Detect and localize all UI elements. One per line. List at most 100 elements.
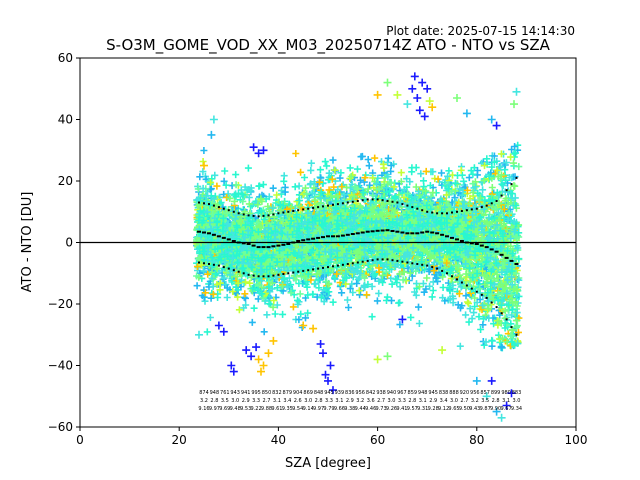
scatter-point: [396, 321, 404, 329]
scatter-point: [387, 162, 395, 169]
scatter-point: [445, 167, 453, 175]
scatter-point: [278, 187, 285, 195]
scatter-point: [269, 184, 277, 192]
scatter-point: [465, 174, 473, 182]
scatter-point: [329, 298, 337, 306]
scatter-point: [366, 181, 374, 189]
scatter-point: [490, 152, 498, 160]
scatter-point: [200, 147, 208, 154]
scatter-point: [304, 194, 312, 202]
scatter-point: [439, 294, 447, 302]
scatter-point: [400, 185, 408, 193]
scatter-point: [365, 162, 373, 170]
scatter-point: [331, 274, 338, 282]
scatter-point: [349, 289, 357, 296]
scatter-point: [375, 289, 383, 297]
scatter-point: [316, 166, 324, 174]
scatter-point: [419, 280, 427, 288]
scatter-point: [304, 309, 312, 317]
scatter-point: [411, 288, 419, 296]
scatter-point: [222, 281, 230, 288]
scatter-point: [428, 293, 436, 301]
scatter-points: [193, 72, 523, 422]
scatter-point: [354, 275, 362, 283]
scatter-point: [368, 283, 376, 290]
scatter-point: [449, 292, 457, 300]
scatter-point: [323, 162, 331, 170]
scatter-point: [393, 279, 401, 287]
scatter-point: [232, 171, 240, 179]
scatter-point: [482, 338, 490, 346]
scatter-point: [214, 294, 222, 301]
scatter-point: [250, 304, 258, 312]
scatter-point: [346, 164, 354, 172]
scatter-point: [508, 146, 516, 153]
scatter-point: [223, 284, 231, 292]
scatter-point: [403, 175, 411, 183]
scatter-point: [396, 283, 404, 291]
scatter-point: [415, 320, 423, 327]
scatter-point: [265, 300, 273, 308]
scatter-point: [193, 282, 201, 290]
chart-title: S-O3M_GOME_VOD_XX_M03_20250714Z ATO - NT…: [106, 36, 551, 55]
scatter-point: [449, 299, 457, 307]
scatter-point: [422, 285, 430, 293]
scatter-point: [439, 284, 447, 291]
scatter-point: [354, 165, 361, 173]
scatter-point: [259, 181, 267, 189]
scatter-point: [364, 280, 372, 288]
scatter-point: [415, 303, 422, 311]
scatter-point: [199, 267, 207, 275]
scatter-point: [346, 285, 354, 293]
scatter-point: [233, 290, 241, 298]
scatter-point: [483, 155, 491, 163]
scatter-point: [273, 301, 281, 309]
scatter-point: [307, 166, 315, 174]
scatter-point: [475, 313, 483, 321]
scatter-point: [429, 168, 437, 176]
scatter-point: [235, 189, 242, 197]
scatter-point: [317, 174, 325, 182]
scatter-point: [479, 186, 487, 194]
scatter-point: [462, 292, 470, 300]
scatter-point: [345, 304, 352, 311]
scatter-point: [353, 280, 361, 287]
scatter-point: [336, 174, 344, 182]
scatter-point: [203, 328, 211, 336]
scatter-point: [307, 180, 315, 188]
scatter-point: [470, 309, 478, 317]
scatter-point: [383, 293, 391, 301]
scatter-point: [388, 280, 396, 288]
scatter-point: [368, 313, 376, 321]
scatter-point: [466, 305, 474, 313]
scatter-point: [301, 174, 308, 181]
scatter-point: [307, 159, 315, 167]
scatter-point: [206, 314, 214, 321]
scatter-point: [356, 176, 364, 184]
scatter-point: [412, 164, 420, 172]
scatter-point: [315, 284, 323, 292]
scatter-point: [426, 182, 434, 189]
scatter-point: [273, 284, 281, 292]
scatter-point: [338, 289, 346, 297]
scatter-point: [255, 182, 263, 190]
scatter-point: [294, 296, 301, 304]
scatter-point: [199, 168, 207, 176]
scatter-point: [271, 310, 279, 318]
scatter-point: [508, 311, 516, 319]
scatter-point: [242, 301, 250, 309]
scatter-point: [384, 154, 392, 162]
scatter-point: [344, 296, 351, 304]
scatter-point: [452, 197, 460, 205]
scatter-point: [357, 153, 365, 161]
scatter-point: [454, 301, 462, 309]
scatter-point: [499, 182, 507, 189]
scatter-point: [329, 156, 337, 164]
scatter-point: [223, 294, 231, 301]
scatter-point: [245, 186, 253, 193]
scatter-point: [196, 173, 204, 181]
scatter-point: [279, 310, 287, 318]
scatter-point: [408, 168, 416, 176]
scatter-point: [312, 280, 320, 288]
